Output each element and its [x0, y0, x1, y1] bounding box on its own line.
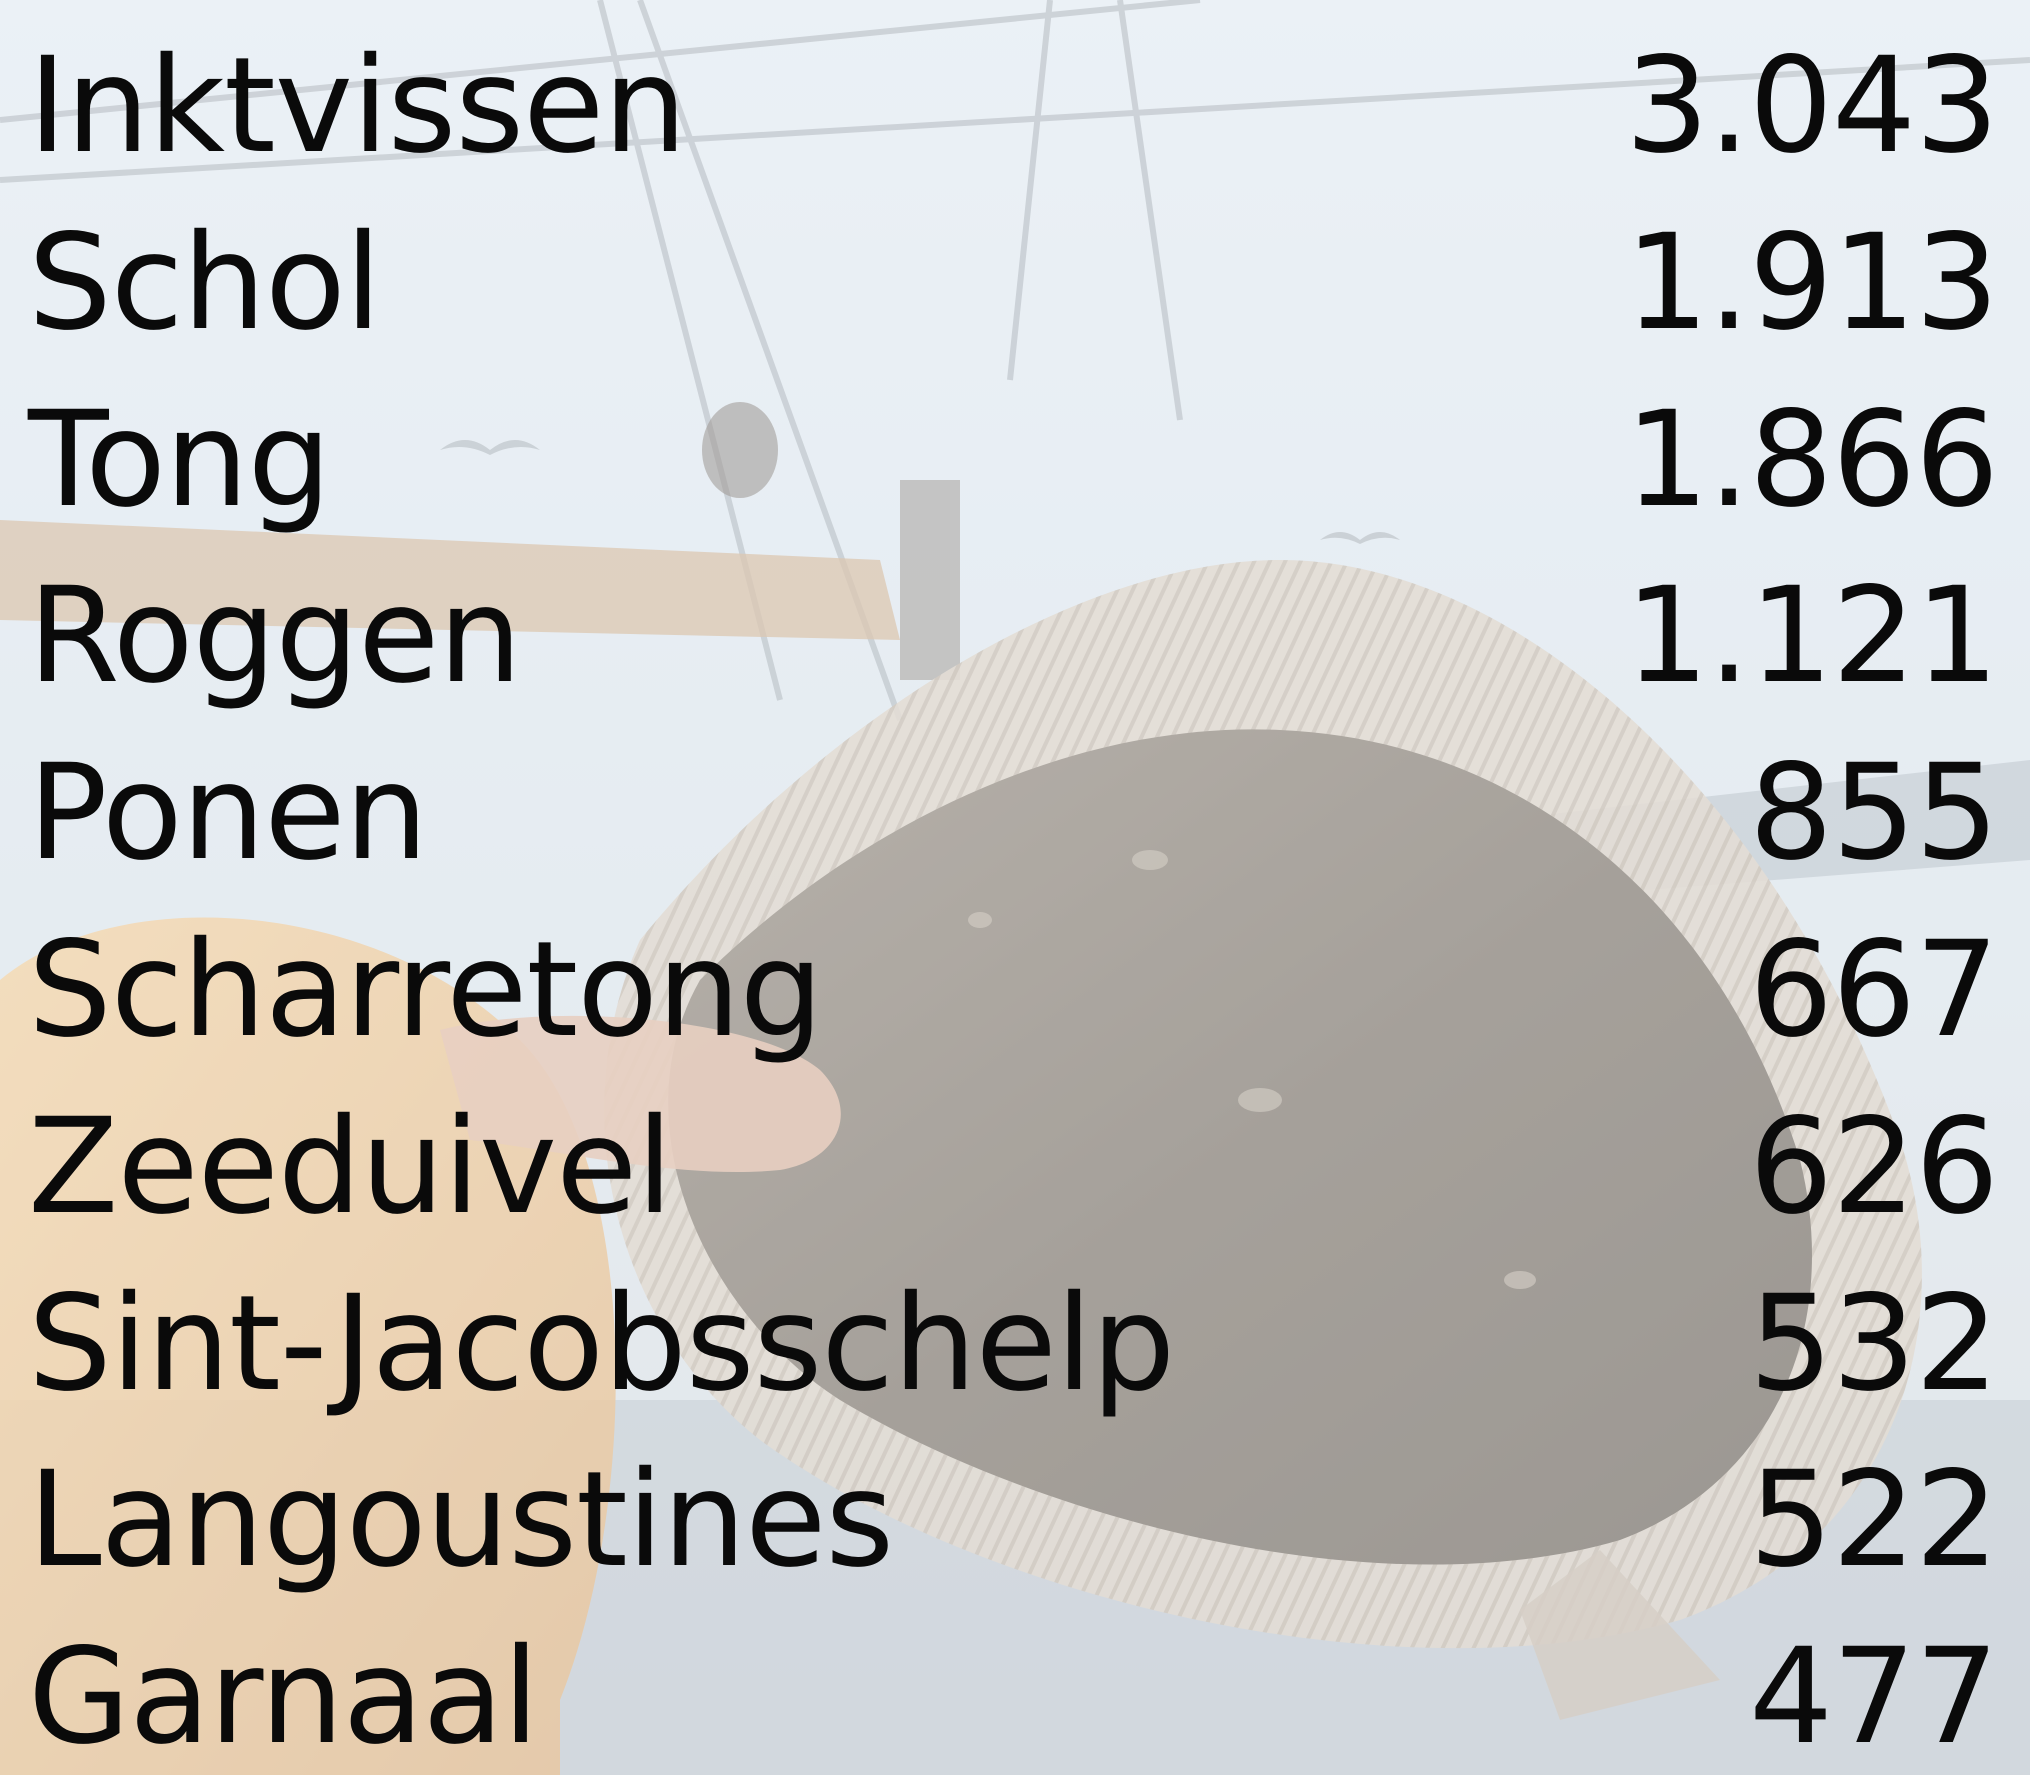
flatfish-body [668, 729, 1812, 1565]
table-row: Inktvissen 3.043 [28, 18, 1999, 195]
table-row: Tong 1.866 [28, 372, 1999, 549]
fish-tail [1520, 1550, 1720, 1720]
thumb [440, 1015, 841, 1173]
species-value: 532 [1749, 1266, 1999, 1421]
species-label: Tong [28, 382, 331, 537]
species-label: Garnaal [28, 1620, 539, 1775]
species-value: 855 [1749, 736, 1999, 891]
wooden-boom [0, 520, 900, 640]
species-label: Zeeduivel [28, 1089, 673, 1244]
species-value: 477 [1749, 1620, 1999, 1775]
table-row: Roggen 1.121 [28, 548, 1999, 725]
rigging-lines [0, 0, 2030, 722]
table-row: Garnaal 477 [28, 1609, 1999, 1775]
species-label: Scharretong [28, 912, 823, 1067]
orange-glove [0, 917, 616, 1775]
species-value: 1.121 [1625, 559, 1999, 714]
table-row: Ponen 855 [28, 725, 1999, 902]
table-row: Sint-Jacobsschelp 532 [28, 1256, 1999, 1433]
species-label: Sint-Jacobsschelp [28, 1266, 1175, 1421]
species-value: 667 [1749, 912, 1999, 1067]
seagull-silhouettes [440, 440, 1400, 544]
fish-skin-spots [968, 850, 1536, 1289]
species-value: 1.866 [1625, 382, 1999, 537]
species-value: 3.043 [1625, 29, 1999, 183]
species-label: Inktvissen [28, 29, 687, 183]
species-label: Ponen [28, 736, 428, 891]
ship-pulley-block [702, 402, 960, 680]
species-label: Schol [28, 205, 381, 360]
species-label: Langoustines [28, 1443, 894, 1598]
species-value: 1.913 [1625, 205, 1999, 360]
species-table: Inktvissen 3.043 Schol 1.913 Tong 1.866 … [28, 18, 1999, 1775]
table-row: Schol 1.913 [28, 195, 1999, 372]
table-row: Scharretong 667 [28, 902, 1999, 1079]
species-label: Roggen [28, 559, 522, 714]
species-value: 626 [1749, 1089, 1999, 1244]
table-row: Zeeduivel 626 [28, 1079, 1999, 1256]
species-value: 522 [1749, 1443, 1999, 1598]
table-row: Langoustines 522 [28, 1432, 1999, 1609]
